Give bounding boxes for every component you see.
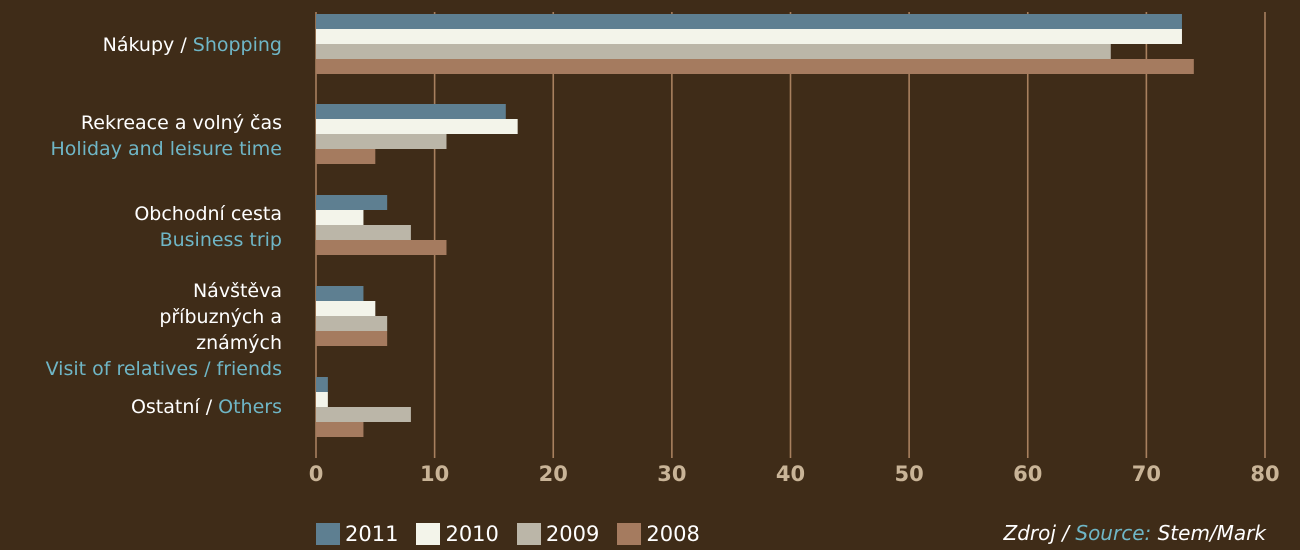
category-label-cs: Nákupy / xyxy=(102,34,193,56)
x-tick-label: 10 xyxy=(420,462,450,486)
x-tick-label: 40 xyxy=(775,462,806,486)
legend-item-2009: 2009 xyxy=(516,522,600,546)
category-label-cs: Ostatní / xyxy=(130,396,219,418)
bar-2010 xyxy=(316,210,364,225)
legend: 2011 2010 2009 2008 xyxy=(316,519,718,549)
bar-2010 xyxy=(316,29,1182,44)
category-label-en: Business trip xyxy=(159,229,282,251)
bar-2010 xyxy=(316,119,518,134)
x-tick-label: 20 xyxy=(538,462,568,486)
category-label-cs: Obchodní cesta xyxy=(134,203,282,225)
bar-2011 xyxy=(316,14,1182,29)
category-label-relatives: Návštěva příbuzných a známých Visit of r… xyxy=(0,278,282,382)
bar-2011 xyxy=(316,104,506,119)
x-tick-label: 50 xyxy=(894,462,924,486)
legend-swatch xyxy=(516,523,541,545)
x-tick-label: 60 xyxy=(1013,462,1043,486)
legend-item-2008: 2008 xyxy=(617,522,700,546)
bar-2008 xyxy=(316,149,376,164)
category-label-holiday: Rekreace a volný čas Holiday and leisure… xyxy=(0,110,282,162)
legend-label: 2009 xyxy=(545,522,600,546)
bar-2009 xyxy=(316,225,411,240)
category-label-cs: Rekreace a volný čas xyxy=(80,112,282,134)
source-note: Zdroj / Source: Stem/Mark xyxy=(1004,521,1267,545)
bar-2009 xyxy=(316,316,388,331)
legend-swatch xyxy=(416,523,441,545)
legend-swatch xyxy=(316,523,340,545)
legend-item-2011: 2011 xyxy=(316,522,398,546)
source-label-en: Source: xyxy=(1075,521,1152,545)
bar-2011 xyxy=(316,195,388,210)
bar-2008 xyxy=(316,59,1194,74)
bar-2008 xyxy=(316,331,388,346)
bar-2009 xyxy=(316,407,411,422)
category-label-en: Others xyxy=(218,396,282,418)
bar-2008 xyxy=(316,240,447,255)
bar-2011 xyxy=(316,377,328,392)
category-label-en: Holiday and leisure time xyxy=(50,138,282,160)
category-label-en: Visit of relatives / friends xyxy=(45,358,282,380)
legend-label: 2011 xyxy=(345,522,399,546)
category-label-shopping: Nákupy / Shopping xyxy=(0,32,282,58)
source-label-cs: Zdroj / xyxy=(1003,521,1076,545)
bar-2010 xyxy=(316,301,376,316)
bar-2009 xyxy=(316,44,1111,59)
legend-label: 2010 xyxy=(445,522,499,546)
category-label-cs: Návštěva příbuzných a známých xyxy=(159,280,282,354)
x-tick-label: 70 xyxy=(1131,462,1161,486)
legend-item-2010: 2010 xyxy=(416,522,499,546)
x-tick-label: 80 xyxy=(1250,462,1280,486)
legend-swatch xyxy=(617,523,642,545)
category-label-business: Obchodní cesta Business trip xyxy=(0,201,282,253)
legend-label: 2008 xyxy=(646,522,700,546)
x-tick-label: 0 xyxy=(308,462,324,486)
bar-2010 xyxy=(316,392,328,407)
category-label-others: Ostatní / Others xyxy=(0,394,282,420)
source-name: Stem/Mark xyxy=(1151,521,1266,545)
bar-2009 xyxy=(316,134,447,149)
bar-2008 xyxy=(316,422,364,437)
category-label-en: Shopping xyxy=(192,34,282,56)
bar-2011 xyxy=(316,286,364,301)
x-tick-label: 30 xyxy=(657,462,687,486)
